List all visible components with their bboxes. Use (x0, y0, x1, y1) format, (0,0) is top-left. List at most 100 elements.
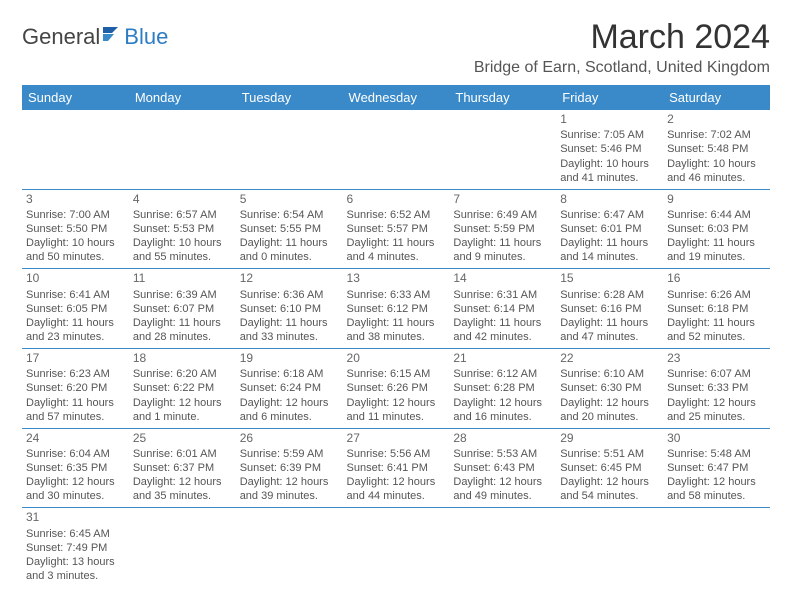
day-number: 4 (133, 192, 232, 207)
calendar-cell: 24Sunrise: 6:04 AMSunset: 6:35 PMDayligh… (22, 428, 129, 508)
day-number: 25 (133, 431, 232, 446)
calendar-cell (22, 110, 129, 189)
daylight-text: Daylight: 12 hours (667, 396, 766, 410)
calendar-cell: 14Sunrise: 6:31 AMSunset: 6:14 PMDayligh… (449, 269, 556, 349)
daylight-text: Daylight: 13 hours (26, 555, 125, 569)
daylight-text: and 49 minutes. (453, 489, 552, 503)
calendar-cell: 17Sunrise: 6:23 AMSunset: 6:20 PMDayligh… (22, 349, 129, 429)
daylight-text: Daylight: 11 hours (347, 236, 446, 250)
daylight-text: Daylight: 12 hours (347, 475, 446, 489)
sunset-text: Sunset: 6:01 PM (560, 222, 659, 236)
day-number: 28 (453, 431, 552, 446)
logo-text-general: General (22, 24, 100, 50)
sunrise-text: Sunrise: 6:31 AM (453, 288, 552, 302)
daylight-text: Daylight: 12 hours (26, 475, 125, 489)
calendar-cell: 30Sunrise: 5:48 AMSunset: 6:47 PMDayligh… (663, 428, 770, 508)
calendar-cell: 7Sunrise: 6:49 AMSunset: 5:59 PMDaylight… (449, 189, 556, 269)
weekday-header: Wednesday (343, 85, 450, 110)
sunset-text: Sunset: 6:07 PM (133, 302, 232, 316)
sunrise-text: Sunrise: 6:57 AM (133, 208, 232, 222)
sunrise-text: Sunrise: 5:53 AM (453, 447, 552, 461)
calendar-cell (449, 508, 556, 587)
day-number: 21 (453, 351, 552, 366)
daylight-text: Daylight: 11 hours (667, 316, 766, 330)
calendar-cell (236, 110, 343, 189)
day-number: 5 (240, 192, 339, 207)
sunrise-text: Sunrise: 6:26 AM (667, 288, 766, 302)
daylight-text: Daylight: 11 hours (560, 316, 659, 330)
daylight-text: and 6 minutes. (240, 410, 339, 424)
daylight-text: Daylight: 11 hours (26, 396, 125, 410)
daylight-text: and 35 minutes. (133, 489, 232, 503)
daylight-text: Daylight: 12 hours (560, 396, 659, 410)
calendar-cell (343, 110, 450, 189)
sunrise-text: Sunrise: 6:10 AM (560, 367, 659, 381)
daylight-text: and 14 minutes. (560, 250, 659, 264)
daylight-text: and 19 minutes. (667, 250, 766, 264)
day-number: 8 (560, 192, 659, 207)
sunrise-text: Sunrise: 6:52 AM (347, 208, 446, 222)
weekday-header: Monday (129, 85, 236, 110)
day-number: 9 (667, 192, 766, 207)
day-number: 27 (347, 431, 446, 446)
title-block: March 2024 Bridge of Earn, Scotland, Uni… (474, 18, 770, 77)
sunrise-text: Sunrise: 6:23 AM (26, 367, 125, 381)
daylight-text: Daylight: 12 hours (453, 396, 552, 410)
sunset-text: Sunset: 6:18 PM (667, 302, 766, 316)
sunrise-text: Sunrise: 6:41 AM (26, 288, 125, 302)
daylight-text: Daylight: 11 hours (347, 316, 446, 330)
flag-icon (102, 24, 124, 50)
calendar-cell: 11Sunrise: 6:39 AMSunset: 6:07 PMDayligh… (129, 269, 236, 349)
sunset-text: Sunset: 6:39 PM (240, 461, 339, 475)
sunset-text: Sunset: 5:50 PM (26, 222, 125, 236)
sunrise-text: Sunrise: 6:28 AM (560, 288, 659, 302)
sunrise-text: Sunrise: 6:15 AM (347, 367, 446, 381)
calendar-row: 17Sunrise: 6:23 AMSunset: 6:20 PMDayligh… (22, 349, 770, 429)
calendar-cell: 2Sunrise: 7:02 AMSunset: 5:48 PMDaylight… (663, 110, 770, 189)
sunset-text: Sunset: 6:30 PM (560, 381, 659, 395)
sunrise-text: Sunrise: 6:39 AM (133, 288, 232, 302)
calendar-cell: 19Sunrise: 6:18 AMSunset: 6:24 PMDayligh… (236, 349, 343, 429)
sunrise-text: Sunrise: 6:18 AM (240, 367, 339, 381)
daylight-text: and 33 minutes. (240, 330, 339, 344)
daylight-text: and 30 minutes. (26, 489, 125, 503)
daylight-text: Daylight: 11 hours (240, 316, 339, 330)
daylight-text: Daylight: 11 hours (453, 236, 552, 250)
sunset-text: Sunset: 5:55 PM (240, 222, 339, 236)
day-number: 22 (560, 351, 659, 366)
calendar-cell: 26Sunrise: 5:59 AMSunset: 6:39 PMDayligh… (236, 428, 343, 508)
sunset-text: Sunset: 6:47 PM (667, 461, 766, 475)
calendar-cell: 8Sunrise: 6:47 AMSunset: 6:01 PMDaylight… (556, 189, 663, 269)
daylight-text: and 41 minutes. (560, 171, 659, 185)
sunset-text: Sunset: 6:37 PM (133, 461, 232, 475)
calendar-cell: 31Sunrise: 6:45 AMSunset: 7:49 PMDayligh… (22, 508, 129, 587)
calendar-cell: 12Sunrise: 6:36 AMSunset: 6:10 PMDayligh… (236, 269, 343, 349)
daylight-text: Daylight: 12 hours (560, 475, 659, 489)
calendar-cell: 9Sunrise: 6:44 AMSunset: 6:03 PMDaylight… (663, 189, 770, 269)
sunset-text: Sunset: 6:43 PM (453, 461, 552, 475)
daylight-text: and 50 minutes. (26, 250, 125, 264)
day-number: 17 (26, 351, 125, 366)
sunset-text: Sunset: 5:57 PM (347, 222, 446, 236)
calendar-cell (129, 508, 236, 587)
calendar-cell: 6Sunrise: 6:52 AMSunset: 5:57 PMDaylight… (343, 189, 450, 269)
day-number: 1 (560, 112, 659, 127)
sunrise-text: Sunrise: 7:02 AM (667, 128, 766, 142)
daylight-text: Daylight: 10 hours (26, 236, 125, 250)
sunset-text: Sunset: 6:33 PM (667, 381, 766, 395)
sunset-text: Sunset: 6:10 PM (240, 302, 339, 316)
day-number: 10 (26, 271, 125, 286)
day-number: 20 (347, 351, 446, 366)
sunset-text: Sunset: 6:16 PM (560, 302, 659, 316)
daylight-text: and 55 minutes. (133, 250, 232, 264)
calendar-row: 1Sunrise: 7:05 AMSunset: 5:46 PMDaylight… (22, 110, 770, 189)
sunrise-text: Sunrise: 6:47 AM (560, 208, 659, 222)
daylight-text: and 1 minute. (133, 410, 232, 424)
daylight-text: and 52 minutes. (667, 330, 766, 344)
daylight-text: Daylight: 11 hours (667, 236, 766, 250)
daylight-text: Daylight: 12 hours (133, 396, 232, 410)
sunset-text: Sunset: 6:12 PM (347, 302, 446, 316)
sunset-text: Sunset: 5:53 PM (133, 222, 232, 236)
calendar-cell (449, 110, 556, 189)
sunrise-text: Sunrise: 5:59 AM (240, 447, 339, 461)
